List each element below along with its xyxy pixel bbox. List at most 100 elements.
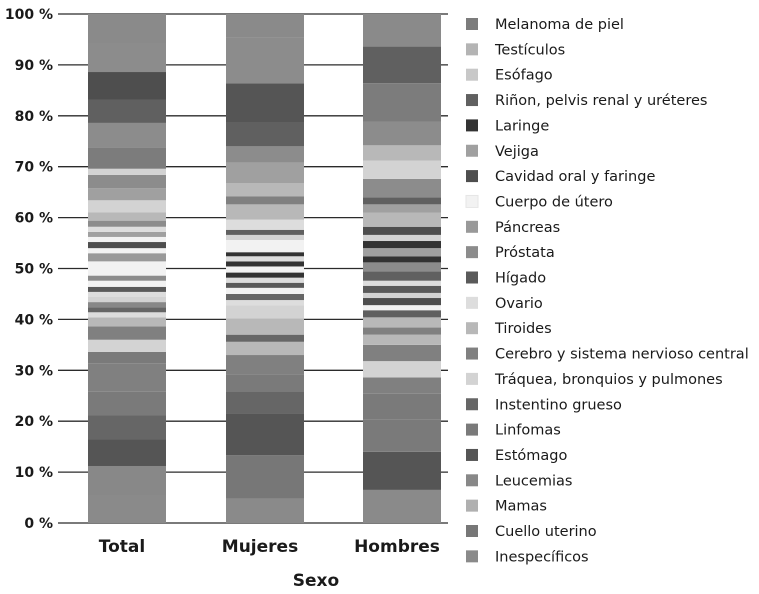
legend: Melanoma de piel Testículos Esófago Riñon, … [465, 17, 749, 565]
bar-segment [88, 275, 166, 281]
legend-label: Cavidad oral y faringe [495, 169, 655, 185]
bar-segment [226, 455, 304, 499]
bar-segment [88, 391, 166, 416]
bar-segment [363, 344, 441, 362]
bar-segment [363, 393, 441, 420]
legend-item: Testículos [466, 42, 565, 58]
legend-label: Cuello uterino [495, 524, 597, 540]
x-axis-categories: Total Mujeres Hombres [99, 537, 440, 557]
x-category-label: Total [99, 537, 145, 557]
bar-segment [88, 307, 166, 313]
legend-label: Instentino grueso [495, 397, 622, 413]
bar-segment [363, 419, 441, 452]
y-axis-ticks: 0 % 10 % 20 % 30 % 40 % 50 % 60 % 70 % 80 % 90 % 1… [5, 7, 53, 532]
legend-swatch [466, 170, 478, 183]
y-tick-label: 100 % [5, 7, 53, 23]
bar-segment [363, 256, 441, 263]
legend-label: Testículos [494, 42, 565, 58]
y-tick-label: 30 % [15, 363, 53, 379]
bar-segment [226, 305, 304, 319]
x-category-label: Hombres [354, 537, 440, 557]
legend-label: Tiroides [494, 321, 552, 337]
legend-label: Próstata [495, 245, 555, 261]
bar-segment [88, 363, 166, 392]
y-tick-label: 20 % [15, 414, 53, 430]
bar-segment [226, 318, 304, 335]
bar-segment [363, 298, 441, 306]
legend-swatch [466, 144, 478, 157]
bar-hombres [363, 14, 441, 523]
bar-segment [363, 280, 441, 286]
bar-segment [88, 14, 166, 43]
bar-segment [88, 261, 166, 276]
bar-segment [88, 297, 166, 303]
bar-segment [226, 391, 304, 414]
bar-segment [226, 37, 304, 84]
bar-segment [88, 280, 166, 287]
legend-item: Tráquea, bronquios y pulmones [466, 372, 723, 388]
bar-segment [88, 236, 166, 243]
bar-segment [88, 188, 166, 201]
bar-segment [226, 239, 304, 253]
bar-segment [363, 262, 441, 272]
legend-swatch [466, 246, 478, 259]
legend-item: Leucemias [466, 473, 572, 489]
bar-segment [363, 241, 441, 249]
bar-segment [226, 182, 304, 197]
bar-segment [88, 339, 166, 352]
bar-segment [88, 495, 166, 523]
bar-segment [226, 341, 304, 356]
bar-segment [88, 212, 166, 221]
bar-segment [363, 204, 441, 213]
legend-item: Esófago [466, 68, 553, 84]
legend-item: Páncreas [466, 220, 560, 236]
bar-segment [363, 327, 441, 335]
legend-swatch [466, 525, 478, 537]
bar-segment [226, 122, 304, 147]
legend-label: Cuerpo de útero [495, 194, 613, 210]
bar-segment [363, 451, 441, 490]
legend-item: Cuerpo de útero [465, 194, 613, 210]
x-category-label: Mujeres [222, 537, 298, 557]
bar-segment [363, 305, 441, 311]
bar-segment [363, 212, 441, 227]
legend-item: Hígado [466, 271, 546, 287]
bar-segment [88, 147, 166, 169]
legend-item: Laringe [466, 118, 549, 134]
bar-segment [88, 174, 166, 189]
legend-swatch [466, 18, 478, 30]
legend-item: Mamas [466, 499, 547, 515]
bar-segment [88, 200, 166, 213]
legend-swatch [466, 423, 478, 436]
legend-swatch [466, 372, 478, 385]
legend-item: Cavidad oral y faringe [466, 169, 655, 185]
bar-segment [88, 42, 166, 73]
y-tick-label: 70 % [15, 160, 53, 176]
bar-segment [363, 489, 441, 523]
legend-label: Inespecíficos [495, 549, 589, 565]
legend-item: Próstata [466, 245, 555, 261]
bars [88, 14, 441, 523]
bar-segment [363, 145, 441, 161]
x-axis-label: Sexo [293, 571, 339, 590]
y-tick-label: 40 % [15, 312, 53, 328]
legend-label: Estómago [495, 448, 567, 464]
legend-label: Tráquea, bronquios y pulmones [494, 372, 723, 388]
bar-segment [88, 351, 166, 364]
bar-segment [363, 197, 441, 205]
legend-item: Vejiga [466, 144, 539, 160]
bar-segment [363, 377, 441, 394]
bar-segment [88, 99, 166, 123]
bar-segment [88, 248, 166, 254]
legend-item: Linfomas [466, 423, 561, 439]
bar-total [88, 14, 166, 523]
bar-segment [88, 226, 166, 232]
bar-segment [363, 121, 441, 146]
legend-swatch [466, 398, 478, 411]
bar-segment [226, 261, 304, 267]
bar-segment [88, 231, 166, 237]
bar-segment [363, 46, 441, 84]
bar-segment [226, 282, 304, 288]
